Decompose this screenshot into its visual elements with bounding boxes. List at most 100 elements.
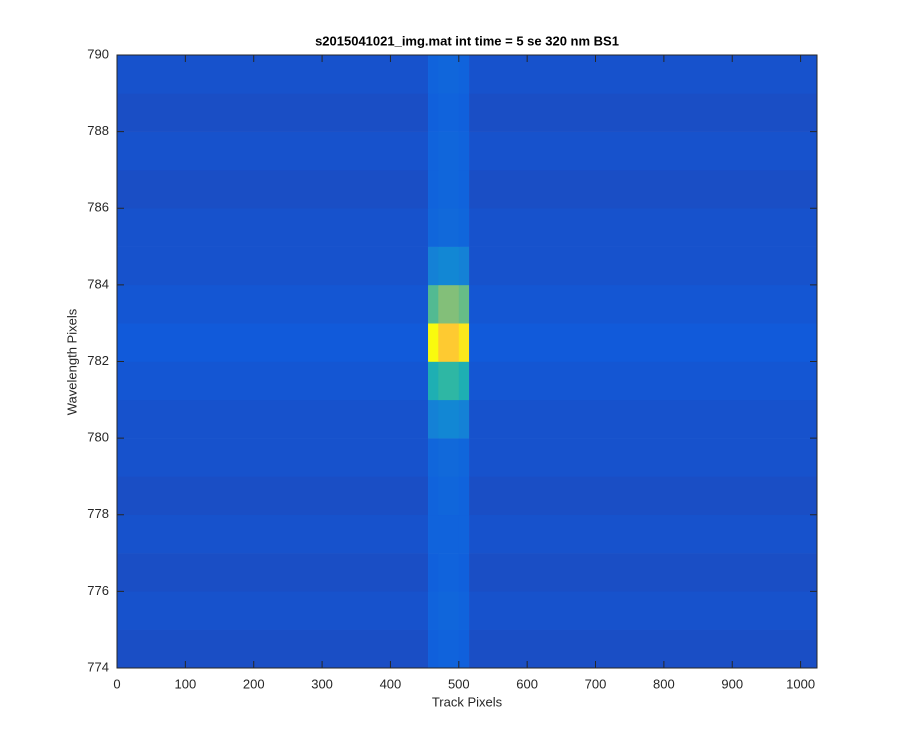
heatmap-cell — [117, 208, 429, 247]
heatmap — [117, 55, 818, 669]
heatmap-cell — [469, 476, 818, 516]
x-tick-label: 800 — [653, 676, 675, 691]
heatmap-cell — [117, 246, 429, 286]
heatmap-cell — [438, 399, 460, 439]
heatmap-cell — [428, 399, 439, 439]
heatmap-cell — [469, 55, 818, 94]
heatmap-cell — [438, 131, 460, 171]
heatmap-cell — [428, 208, 439, 247]
y-tick-label: 790 — [87, 46, 109, 61]
heatmap-cell — [428, 55, 439, 94]
heatmap-cell — [438, 323, 460, 362]
heatmap-cell — [428, 93, 439, 132]
heatmap-cell — [428, 591, 439, 630]
heatmap-cell — [117, 55, 429, 94]
heatmap-cell — [428, 131, 439, 171]
heatmap-cell — [458, 476, 470, 516]
heatmap-cell — [117, 93, 429, 132]
y-tick-label: 782 — [87, 353, 109, 368]
heatmap-cell — [117, 591, 429, 630]
heatmap-cell — [428, 169, 439, 209]
x-tick-label: 400 — [380, 676, 402, 691]
chart-title: s2015041021_img.mat int time = 5 se 320 … — [315, 33, 619, 48]
heatmap-cell — [428, 476, 439, 516]
heatmap-cell — [469, 323, 818, 362]
heatmap-cell — [117, 476, 429, 516]
heatmap-cell — [469, 591, 818, 630]
heatmap-cell — [458, 514, 470, 554]
heatmap-cell — [117, 284, 429, 324]
heatmap-cell — [469, 361, 818, 401]
heatmap-cell — [458, 246, 470, 286]
y-tick-label: 788 — [87, 123, 109, 138]
heatmap-cell — [438, 361, 460, 401]
heatmap-cell — [117, 399, 429, 439]
heatmap-cell — [428, 438, 439, 477]
heatmap-cell — [117, 361, 429, 401]
heatmap-cell — [469, 246, 818, 286]
heatmap-cell — [458, 55, 470, 94]
heatmap-cell — [469, 131, 818, 171]
heatmap-cell — [469, 399, 818, 439]
heatmap-cell — [438, 438, 460, 477]
x-tick-label: 900 — [721, 676, 743, 691]
heatmap-cell — [438, 208, 460, 247]
heatmap-cell — [117, 131, 429, 171]
heatmap-cell — [428, 361, 439, 401]
y-tick-label: 786 — [87, 200, 109, 215]
heatmap-cell — [458, 93, 470, 132]
x-tick-label: 700 — [585, 676, 607, 691]
x-tick-label: 600 — [516, 676, 538, 691]
heatmap-cell — [458, 361, 470, 401]
heatmap-cell — [117, 514, 429, 554]
heatmap-cell — [458, 284, 470, 324]
heatmap-cell — [469, 438, 818, 477]
x-tick-label: 200 — [243, 676, 265, 691]
heatmap-cell — [458, 591, 470, 630]
heatmap-cell — [438, 55, 460, 94]
heatmap-cell — [438, 93, 460, 132]
heatmap-cell — [458, 553, 470, 592]
heatmap-cell — [438, 246, 460, 286]
y-axis-label: Wavelength Pixels — [64, 308, 79, 415]
heatmap-cell — [469, 208, 818, 247]
heatmap-cell — [428, 284, 439, 324]
x-axis-label: Track Pixels — [432, 694, 503, 709]
x-tick-label: 0 — [113, 676, 120, 691]
heatmap-cell — [469, 629, 818, 669]
heatmap-cell — [458, 208, 470, 247]
heatmap-cell — [438, 514, 460, 554]
heatmap-cell — [438, 591, 460, 630]
heatmap-cell — [117, 438, 429, 477]
heatmap-cell — [469, 93, 818, 132]
heatmap-cell — [117, 169, 429, 209]
heatmap-cell — [469, 169, 818, 209]
x-tick-label: 300 — [311, 676, 333, 691]
y-tick-label: 776 — [87, 583, 109, 598]
heatmap-cell — [428, 553, 439, 592]
heatmap-cell — [458, 169, 470, 209]
x-tick-label: 100 — [175, 676, 197, 691]
heatmap-cell — [438, 629, 460, 669]
heatmap-cell — [428, 246, 439, 286]
heatmap-cell — [438, 284, 460, 324]
heatmap-cell — [469, 514, 818, 554]
heatmap-cell — [458, 438, 470, 477]
heatmap-cell — [458, 399, 470, 439]
heatmap-cell — [458, 323, 470, 362]
heatmap-cell — [438, 169, 460, 209]
heatmap-cell — [458, 131, 470, 171]
y-tick-label: 778 — [87, 506, 109, 521]
heatmap-cell — [469, 553, 818, 592]
heatmap-cell — [458, 629, 470, 669]
heatmap-cell — [438, 553, 460, 592]
heatmap-cell — [117, 629, 429, 669]
heatmap-cell — [428, 629, 439, 669]
heatmap-cell — [117, 323, 429, 362]
x-tick-label: 1000 — [786, 676, 815, 691]
heatmap-cell — [428, 514, 439, 554]
heatmap-cell — [117, 553, 429, 592]
heatmap-cell — [469, 284, 818, 324]
